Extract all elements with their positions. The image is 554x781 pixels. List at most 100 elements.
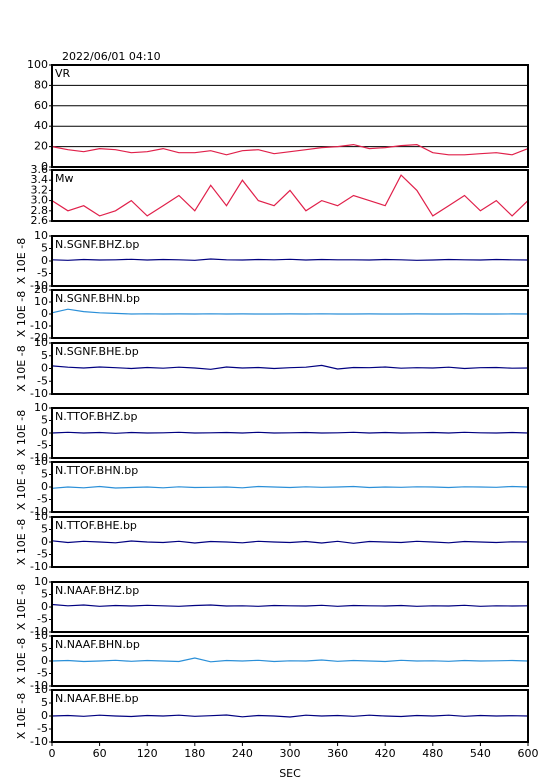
y-tick-label: 10 — [34, 575, 48, 588]
panel-label: VR — [55, 67, 71, 80]
y-tick-label: -5 — [37, 722, 48, 735]
y-tick-label: 0 — [41, 307, 48, 320]
data-line — [51, 364, 529, 370]
x-tick-label: 180 — [184, 747, 205, 760]
y-tick-label: -10 — [30, 451, 48, 464]
x-tick-label: 120 — [137, 747, 158, 760]
y-tick-label: 0 — [41, 254, 48, 267]
y-tick-label: 5 — [41, 468, 48, 481]
y-tick-label: 60 — [34, 99, 48, 112]
y-tick-label: -10 — [30, 560, 48, 573]
panel-label: N.TTOF.BHE.bp — [55, 519, 137, 532]
panel-label: N.NAAF.BHE.bp — [55, 692, 139, 705]
y-tick-label: 3.4 — [31, 173, 49, 186]
y-tick-label: 3.0 — [31, 194, 49, 207]
y-tick-label: 2.6 — [31, 214, 49, 227]
data-line — [51, 603, 529, 607]
data-line — [51, 431, 529, 434]
y-tick-label: 0 — [41, 709, 48, 722]
y-tick-label: 0 — [41, 480, 48, 493]
y-tick-label: 5 — [41, 696, 48, 709]
data-line — [51, 143, 529, 156]
x-tick-label: 480 — [422, 747, 443, 760]
y-tick-label: -5 — [37, 267, 48, 280]
y-tick-label: 20 — [34, 283, 48, 296]
y-axis-label: X 10E -8 — [15, 291, 28, 337]
y-tick-label: 10 — [34, 510, 48, 523]
data-line — [51, 308, 529, 315]
y-tick-label: -10 — [30, 679, 48, 692]
panel-frame — [51, 342, 529, 395]
data-line — [51, 657, 529, 663]
y-tick-label: 10 — [34, 455, 48, 468]
y-axis-label: X 10E -8 — [15, 638, 28, 684]
y-tick-label: -10 — [30, 387, 48, 400]
y-tick-label: 0 — [41, 362, 48, 375]
y-tick-label: 5 — [41, 588, 48, 601]
panel-label: Mw — [55, 172, 74, 185]
y-tick-label: 0 — [41, 600, 48, 613]
y-tick-label: -5 — [37, 548, 48, 561]
panel-frame — [51, 407, 529, 459]
x-tick-label: 60 — [93, 747, 107, 760]
panel-label: N.SGNF.BHN.bp — [55, 292, 140, 305]
x-tick-label: 360 — [327, 747, 348, 760]
y-tick-label: 0 — [41, 535, 48, 548]
y-tick-label: -10 — [30, 319, 48, 332]
x-tick-label: 600 — [518, 747, 539, 760]
data-line — [51, 540, 529, 544]
y-tick-label: 0 — [41, 654, 48, 667]
y-tick-label: -5 — [37, 374, 48, 387]
y-tick-label: 2.8 — [31, 204, 49, 217]
chart-title: 2022/06/01 04:10 — [62, 50, 161, 63]
x-tick-label: 240 — [232, 747, 253, 760]
y-tick-label: -5 — [37, 667, 48, 680]
y-tick-label: 10 — [34, 683, 48, 696]
y-tick-label: 10 — [34, 295, 48, 308]
data-line — [51, 485, 529, 489]
x-tick-label: 420 — [375, 747, 396, 760]
y-tick-label: -20 — [30, 331, 48, 344]
y-tick-label: 80 — [34, 78, 48, 91]
panel-frame — [51, 516, 529, 568]
y-tick-label: -5 — [37, 493, 48, 506]
data-line — [51, 174, 529, 217]
y-axis-label: X 10E -8 — [15, 584, 28, 630]
panel-frame — [51, 461, 529, 513]
y-tick-label: 5 — [41, 349, 48, 362]
y-tick-label: 3.6 — [31, 163, 49, 176]
y-tick-label: -10 — [30, 625, 48, 638]
panel-frame — [51, 235, 529, 287]
panel-frame — [51, 289, 529, 339]
y-axis-label: X 10E -8 — [15, 238, 28, 284]
panel-label: N.TTOF.BHZ.bp — [55, 410, 138, 423]
y-tick-label: 0 — [41, 160, 48, 173]
y-axis-label: X 10E -8 — [15, 519, 28, 565]
y-tick-label: 10 — [34, 629, 48, 642]
panel-label: N.NAAF.BHN.bp — [55, 638, 140, 651]
panel-frame — [51, 581, 529, 633]
x-tick-label: 0 — [49, 747, 56, 760]
y-axis-label: X 10E -8 — [15, 693, 28, 739]
panel-label: N.TTOF.BHN.bp — [55, 464, 138, 477]
y-tick-label: -10 — [30, 279, 48, 292]
y-tick-label: -10 — [30, 505, 48, 518]
y-tick-label: -5 — [37, 439, 48, 452]
y-tick-label: 20 — [34, 140, 48, 153]
y-tick-label: 5 — [41, 242, 48, 255]
y-axis-label: X 10E -8 — [15, 345, 28, 391]
y-axis-label: X 10E -8 — [15, 410, 28, 456]
panel-frame — [51, 64, 529, 168]
y-axis-label: X 10E -8 — [15, 464, 28, 510]
y-tick-label: 0 — [41, 426, 48, 439]
x-tick-label: 300 — [280, 747, 301, 760]
y-tick-label: 5 — [41, 414, 48, 427]
y-tick-label: -10 — [30, 735, 48, 748]
x-axis-label: SEC — [279, 767, 301, 780]
data-line — [51, 714, 529, 718]
y-tick-label: 5 — [41, 523, 48, 536]
data-line — [51, 258, 529, 261]
y-tick-label: 10 — [34, 336, 48, 349]
panel-label: N.SGNF.BHZ.bp — [55, 238, 139, 251]
